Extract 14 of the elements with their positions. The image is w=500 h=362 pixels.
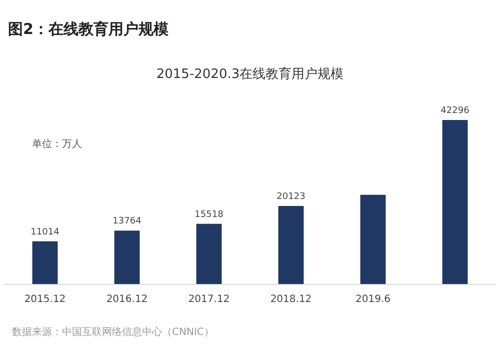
tick-label: 2017.12 <box>188 294 230 305</box>
data-label: 20123 <box>276 192 306 202</box>
subtitle: 2015-2020.3在线教育用户规模 <box>156 67 344 82</box>
title: 图2：在线教育用户规模 <box>8 20 168 38</box>
tick-label: 2016.12 <box>106 294 148 305</box>
data-label: 15518 <box>194 210 224 220</box>
data-label: 11014 <box>30 227 60 238</box>
tick-label: 2018.12 <box>270 294 312 305</box>
data-label: 13764 <box>112 216 142 227</box>
annotation: 单位：万人 <box>32 139 82 150</box>
tick-label: 2015.12 <box>24 294 66 305</box>
annotation: 数据来源：中国互联网络信息中心（CNNIC） <box>12 327 214 338</box>
tick-label: 2019.6 <box>356 294 390 305</box>
data-label: 42296 <box>440 106 470 116</box>
